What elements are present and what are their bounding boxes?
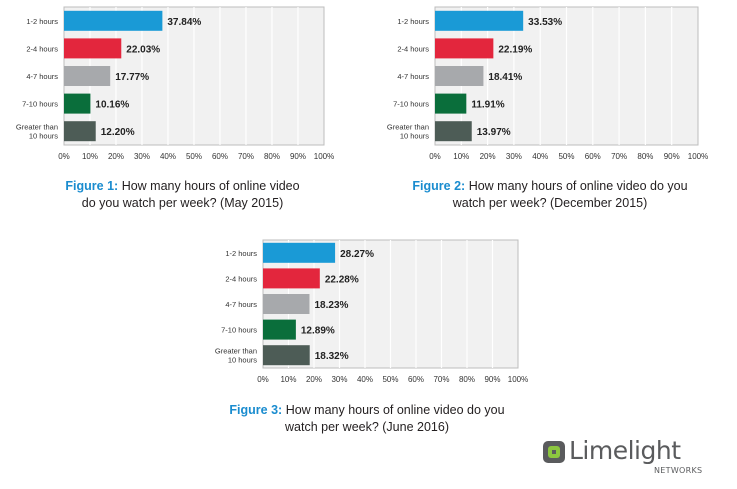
x-tick-label: 30% — [506, 152, 522, 161]
category-label: 7-10 hours — [221, 326, 257, 335]
x-tick-label: 10% — [280, 375, 296, 384]
x-tick-label: 100% — [508, 375, 528, 384]
x-tick-label: 40% — [357, 375, 373, 384]
caption-figure-2: Figure 2: How many hours of online video… — [395, 178, 705, 212]
limelight-logo-icon — [543, 441, 565, 463]
caption-figure-3: Figure 3: How many hours of online video… — [212, 402, 522, 436]
x-tick-label: 60% — [585, 152, 601, 161]
data-label: 37.84% — [167, 17, 201, 28]
x-tick-label: 50% — [382, 375, 398, 384]
x-tick-label: 60% — [212, 152, 228, 161]
bar — [263, 268, 320, 289]
bar — [263, 345, 310, 366]
x-tick-label: 80% — [264, 152, 280, 161]
category-label: 7-10 hours — [393, 100, 429, 109]
data-label: 22.19% — [498, 44, 532, 55]
data-label: 28.27% — [340, 249, 374, 260]
category-label: 4-7 hours — [397, 72, 429, 81]
bar — [435, 121, 472, 142]
chart-figure-3: 0% 10% 20% 30% 40% 50% 60% 70% 80% 90% 100% 28.27% 1… — [215, 239, 528, 384]
caption-line: watch per week? (June 2016) — [285, 420, 449, 434]
x-tick-label: 20% — [480, 152, 496, 161]
caption-line: How many hours of online video do you — [468, 179, 688, 193]
category-label: 7-10 hours — [22, 100, 58, 109]
data-label: 13.97% — [477, 127, 511, 138]
logo-subtitle: NETWORKS — [654, 466, 703, 475]
x-tick-label: 50% — [186, 152, 202, 161]
caption-line: How many hours of online video — [121, 179, 300, 193]
logo-name: Limelight — [569, 436, 681, 465]
x-tick-label: 100% — [688, 152, 708, 161]
category-label: Greater than 10 hours — [387, 123, 429, 141]
data-label: 17.77% — [115, 72, 149, 83]
data-label: 12.20% — [101, 127, 135, 138]
bar — [263, 319, 296, 340]
x-tick-label: 40% — [532, 152, 548, 161]
category-label: 1-2 hours — [26, 17, 58, 26]
x-tick-label: 30% — [331, 375, 347, 384]
chart-figure-1: 0% 10% 20% 30% 40% 50% 60% 70% 80% 90% 100% 37.84% 1… — [16, 6, 334, 161]
data-label: 18.32% — [315, 351, 349, 362]
bar — [263, 242, 336, 263]
caption-line: How many hours of online video do you — [285, 403, 505, 417]
category-label: 2-4 hours — [397, 44, 429, 53]
x-tick-label: 10% — [82, 152, 98, 161]
data-label: 18.41% — [488, 72, 522, 83]
limelight-logo: Limelight NETWORKS — [542, 436, 712, 478]
data-label: 33.53% — [528, 17, 562, 28]
category-label: 2-4 hours — [26, 44, 58, 53]
category-label: Greater than 10 hours — [215, 347, 257, 365]
x-tick-label: 80% — [459, 375, 475, 384]
bar — [435, 10, 524, 31]
bar — [263, 294, 310, 314]
bar — [64, 66, 111, 86]
figure-label: Figure 1: — [65, 179, 119, 193]
category-label: 2-4 hours — [225, 274, 257, 283]
bar — [435, 66, 484, 86]
figure-label: Figure 3: — [229, 403, 283, 417]
data-label: 11.91% — [471, 100, 504, 111]
x-tick-label: 0% — [257, 375, 269, 384]
x-tick-label: 70% — [433, 375, 449, 384]
category-label: Greater than 10 hours — [16, 123, 58, 141]
x-tick-label: 0% — [429, 152, 441, 161]
bar — [64, 38, 122, 59]
x-tick-label: 90% — [484, 375, 500, 384]
x-tick-label: 20% — [108, 152, 124, 161]
bar — [64, 93, 91, 114]
x-tick-label: 100% — [314, 152, 334, 161]
caption-line: do you watch per week? (May 2015) — [81, 196, 284, 210]
data-label: 22.03% — [126, 44, 160, 55]
category-label: 1-2 hours — [225, 249, 257, 258]
data-label: 12.89% — [301, 326, 335, 337]
x-tick-label: 50% — [558, 152, 574, 161]
x-tick-label: 40% — [160, 152, 176, 161]
category-label: 4-7 hours — [26, 72, 58, 81]
x-tick-label: 60% — [408, 375, 424, 384]
data-label: 22.28% — [325, 274, 359, 285]
x-tick-label: 70% — [238, 152, 254, 161]
x-tick-label: 80% — [637, 152, 653, 161]
chart-figure-2: 0% 10% 20% 30% 40% 50% 60% 70% 80% 90% 100% 33.53% 1… — [387, 6, 708, 161]
bar — [435, 93, 467, 114]
bar — [435, 38, 494, 59]
bar — [64, 121, 96, 142]
x-tick-label: 90% — [664, 152, 680, 161]
data-label: 10.16% — [95, 100, 129, 111]
caption-figure-1: Figure 1: How many hours of online video… — [50, 178, 315, 212]
caption-line: watch per week? (December 2015) — [452, 196, 648, 210]
category-label: 1-2 hours — [397, 17, 429, 26]
figure-label: Figure 2: — [412, 179, 466, 193]
category-label: 4-7 hours — [225, 300, 257, 309]
x-tick-label: 70% — [611, 152, 627, 161]
data-label: 18.23% — [314, 300, 348, 311]
x-tick-label: 20% — [306, 375, 322, 384]
x-tick-label: 10% — [453, 152, 469, 161]
x-tick-label: 30% — [134, 152, 150, 161]
x-tick-label: 90% — [290, 152, 306, 161]
bar — [64, 10, 163, 31]
x-tick-label: 0% — [58, 152, 70, 161]
